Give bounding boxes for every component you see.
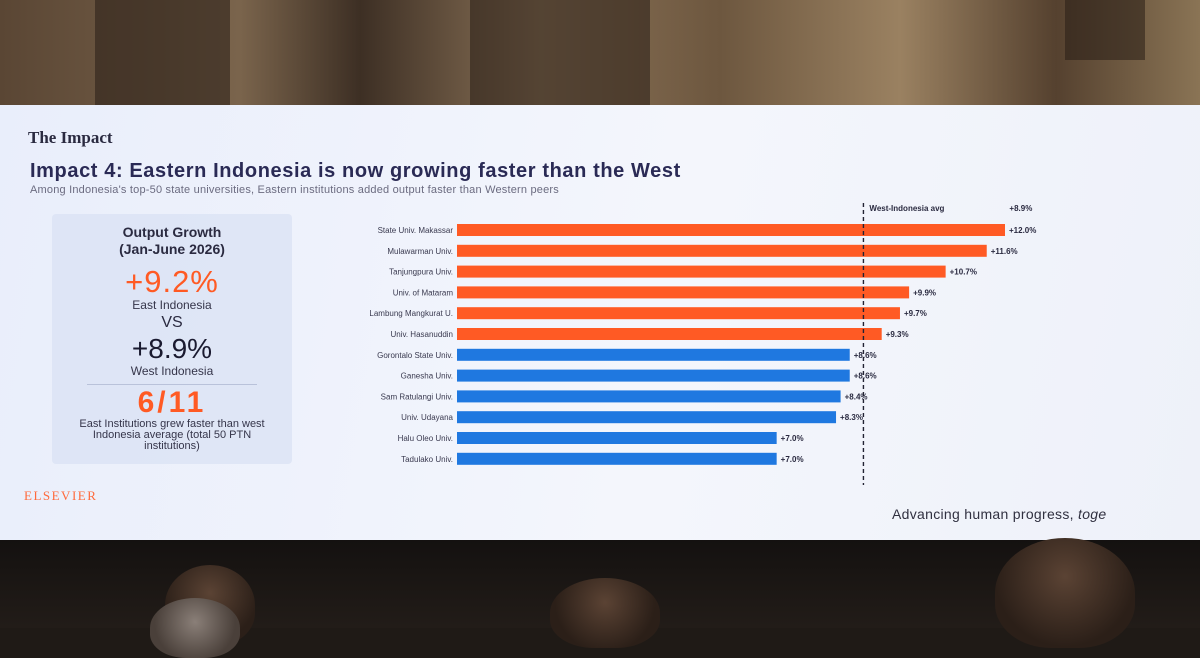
category-label: Univ. of Mataram bbox=[393, 288, 454, 297]
value-label: +12.0% bbox=[1009, 226, 1036, 235]
west-growth-label: West Indonesia bbox=[130, 364, 214, 378]
reference-value-label: +8.9% bbox=[1009, 204, 1032, 213]
value-label: +11.6% bbox=[991, 247, 1018, 256]
bar bbox=[457, 348, 850, 361]
category-label: Univ. Udayana bbox=[401, 413, 453, 422]
stats-divider bbox=[87, 384, 257, 385]
stats-panel: Output Growth (Jan-June 2026) +9.2% East… bbox=[52, 214, 292, 464]
slide-title: Impact 4: Eastern Indonesia is now growi… bbox=[30, 160, 681, 182]
stats-period: (Jan-June 2026) bbox=[119, 241, 225, 257]
category-label: Lambung Mangkurat U. bbox=[369, 309, 453, 318]
growth-bar-chart: State Univ. Makassar +12.0% Mulawarman Uni… bbox=[369, 203, 1036, 485]
bar bbox=[457, 224, 1005, 236]
value-label: +8.6% bbox=[854, 372, 877, 381]
value-label: +9.7% bbox=[904, 309, 927, 318]
tagline: Advancing human progress, toge bbox=[892, 506, 1106, 522]
institutions-note: East Institutions grew faster than west … bbox=[79, 418, 265, 452]
value-label: +8.3% bbox=[840, 413, 863, 422]
bar bbox=[457, 369, 850, 382]
stats-heading: Output Growth bbox=[122, 224, 222, 240]
bar bbox=[457, 390, 841, 403]
category-label: Halu Oleo Univ. bbox=[398, 434, 453, 443]
tagline-italic: toge bbox=[1078, 506, 1107, 522]
tagline-text: Advancing human progress, bbox=[892, 506, 1074, 522]
bar bbox=[457, 411, 837, 424]
bar bbox=[457, 244, 987, 257]
bar bbox=[457, 452, 777, 465]
bar bbox=[457, 307, 900, 320]
audience-head bbox=[150, 598, 240, 658]
elsevier-logo: ELSEVIER bbox=[24, 488, 98, 503]
value-label: +8.4% bbox=[845, 392, 868, 401]
value-label: +8.6% bbox=[854, 351, 877, 360]
vs-label: VS bbox=[161, 314, 183, 331]
value-label: +9.3% bbox=[886, 330, 909, 339]
category-label: Sam Ratulangi Univ. bbox=[381, 392, 453, 401]
slide-subtitle: Among Indonesia's top-50 state universit… bbox=[30, 184, 559, 196]
section-label: The Impact bbox=[28, 128, 113, 147]
audience-head bbox=[550, 578, 660, 648]
east-growth-label: East Indonesia bbox=[132, 298, 212, 312]
bar bbox=[457, 265, 946, 278]
wall-panel bbox=[1065, 0, 1145, 60]
category-label: Mulawarman Univ. bbox=[387, 247, 453, 256]
value-label: +7.0% bbox=[781, 434, 804, 443]
reference-label: West-Indonesia avg bbox=[869, 204, 944, 213]
bar bbox=[457, 432, 777, 444]
category-label: Ganesha Univ. bbox=[401, 372, 453, 381]
wall-panel bbox=[470, 0, 650, 105]
category-label: State Univ. Makassar bbox=[378, 226, 454, 235]
value-label: +7.0% bbox=[781, 455, 804, 464]
east-growth-value: +9.2% bbox=[125, 264, 219, 299]
wall-panel bbox=[95, 0, 230, 105]
audience-head bbox=[995, 538, 1135, 648]
category-label: Tanjungpura Univ. bbox=[389, 268, 453, 277]
west-growth-value: +8.9% bbox=[131, 333, 213, 364]
value-label: +10.7% bbox=[950, 268, 977, 277]
category-label: Gorontalo State Univ. bbox=[377, 351, 453, 360]
category-label: Tadulako Univ. bbox=[401, 455, 453, 464]
bar bbox=[457, 286, 910, 299]
value-label: +9.9% bbox=[913, 288, 936, 297]
bar bbox=[457, 328, 882, 340]
institutions-fraction: 6/11 bbox=[137, 386, 207, 419]
category-label: Univ. Hasanuddin bbox=[390, 330, 453, 339]
